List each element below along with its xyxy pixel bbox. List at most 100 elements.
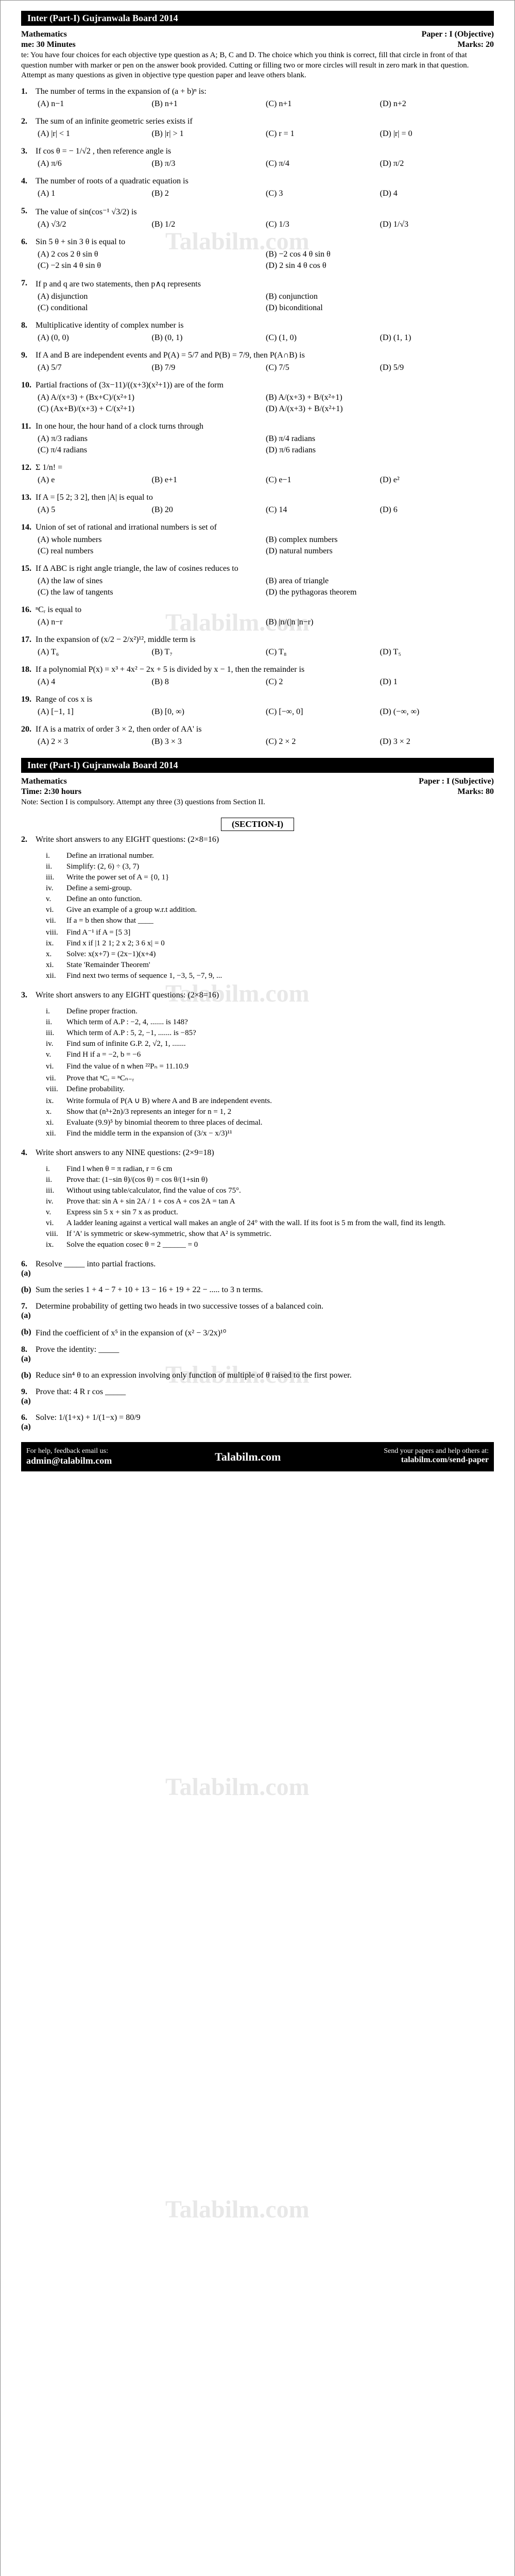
question-9: 9.If A and B are independent events and … <box>21 351 494 374</box>
question-7: 7.If p and q are two statements, then p∧… <box>21 279 494 314</box>
subq-text: Without using table/calculator, find the… <box>66 1187 241 1195</box>
opt-a: (A) whole numbers <box>38 534 266 546</box>
subq-text: Define an onto function. <box>66 895 142 903</box>
opt-d: (D) 3 × 2 <box>380 736 494 748</box>
question-17: 17.In the expansion of (x/2 − 2/x²)¹², m… <box>21 635 494 658</box>
opt-b: (B) e+1 <box>152 474 266 486</box>
opt-a: (A) 5 <box>38 504 152 516</box>
opt-a: (A) 2 × 3 <box>38 736 152 748</box>
q-text: Multiplicative identity of complex numbe… <box>36 321 492 330</box>
subq-4-iii: iii.Without using table/calculator, find… <box>46 1187 494 1195</box>
q-text: If Δ ABC is right angle triangle, the la… <box>36 564 492 573</box>
subq-3-iii: iii.Which term of A.P : 5, 2, −1, ......… <box>46 1029 494 1038</box>
question-11: 11.In one hour, the hour hand of a clock… <box>21 422 494 456</box>
subq-text: Evaluate (9.9)⁵ by binomial theorem to t… <box>66 1118 263 1127</box>
opt-b: (B) T₇ <box>152 647 266 658</box>
subq-text: Define a semi-group. <box>66 884 132 892</box>
q-text: In one hour, the hour hand of a clock tu… <box>36 422 492 431</box>
q-text: Resolve _____ into partial fractions. <box>36 1260 492 1269</box>
subjective-q4: 4.Write short answers to any NINE questi… <box>21 1148 494 1158</box>
q-text: The sum of an infinite geometric series … <box>36 117 492 126</box>
options: (A) e (B) e+1 (C) e−1 (D) e² <box>38 474 494 486</box>
opt-b: (B) 20 <box>152 504 266 516</box>
q-number: 1. <box>21 87 36 96</box>
q-number: (b) <box>21 1328 36 1337</box>
question-15: 15.If Δ ABC is right angle triangle, the… <box>21 564 494 598</box>
options: (A) A/(x+3) + (Bx+C)/(x²+1) (B) A/(x+3) … <box>38 392 494 415</box>
subq-4-i: i.Find l when θ = π radian, r = 6 cm <box>46 1165 494 1174</box>
q-number: 13. <box>21 493 36 502</box>
q-text: Union of set of rational and irrational … <box>36 523 492 532</box>
q-text: If A = [5 2; 3 2], then |A| is equal to <box>36 493 492 502</box>
subq-text: Write the power set of A = {0, 1} <box>66 873 169 882</box>
opt-b: (B) |r| > 1 <box>152 128 266 140</box>
options: (A) π/6 (B) π/3 (C) π/4 (D) π/2 <box>38 158 494 170</box>
opt-d: (D) natural numbers <box>266 546 494 557</box>
q-text: Solve: 1/(1+x) + 1/(1−x) = 80/9 <box>36 1413 492 1422</box>
subq-2-ii: ii.Simplify: (2, 6) ÷ (3, 7) <box>46 862 494 871</box>
subq-4-ii: ii.Prove that: (1−sin θ)/(cos θ) = cos θ… <box>46 1176 494 1184</box>
opt-d: (D) |r| = 0 <box>380 128 494 140</box>
time-row: me: 30 Minutes Marks: 20 <box>21 40 494 49</box>
subjective-header: Inter (Part-I) Gujranwala Board 2014 <box>21 758 494 773</box>
q-text: Reduce sin⁴ θ to an expression involving… <box>36 1371 492 1380</box>
options: (A) the law of sines (B) area of triangl… <box>38 575 494 598</box>
section-1-title: (SECTION-I) <box>221 818 294 831</box>
opt-d: (D) 5/9 <box>380 362 494 374</box>
subq-text: If a = b then show that ____ <box>66 917 153 925</box>
q-number: 15. <box>21 564 36 573</box>
q-number: 7. <box>21 279 36 288</box>
subq-text: Define an irrational number. <box>66 852 154 860</box>
opt-b: (B) conjunction <box>266 291 494 302</box>
q-number: 12. <box>21 463 36 472</box>
opt-c: (C) e−1 <box>266 474 380 486</box>
opt-d: (D) 2 sin 4 θ cos θ <box>266 260 494 272</box>
opt-a: (A) |r| < 1 <box>38 128 152 140</box>
subq-text: Prove that: (1−sin θ)/(cos θ) = cos θ/(1… <box>66 1176 208 1184</box>
subjective-q8a: 8.(a)Prove the identity: _____ <box>21 1345 494 1364</box>
time-row-2: Time: 2:30 hours Marks: 80 <box>21 787 494 796</box>
opt-c: (C) (1, 0) <box>266 332 380 344</box>
subq-text: Which term of A.P : −2, 4, ....... is 14… <box>66 1018 188 1026</box>
opt-b: (B) π/4 radians <box>266 433 494 445</box>
subq-2-v: v.Define an onto function. <box>46 895 494 904</box>
question-16: 16.ⁿCᵣ is equal to (A) n−r (B) |n/(|n |n… <box>21 605 494 628</box>
subq-4-iv: iv.Prove that: sin A + sin 2A / 1 + cos … <box>46 1197 494 1206</box>
q-text: Determine probability of getting two hea… <box>36 1302 492 1311</box>
q-text: If A and B are independent events and P(… <box>36 351 492 360</box>
objective-header: Inter (Part-I) Gujranwala Board 2014 <box>21 11 494 26</box>
opt-a: (A) π/3 radians <box>38 433 266 445</box>
q-number: 2. <box>21 835 36 844</box>
subq-4-ix: ix.Solve the equation cosec θ = 2 ______… <box>46 1241 494 1249</box>
opt-a: (A) 2 cos 2 θ sin θ <box>38 249 266 260</box>
subq-3-i: i.Define proper fraction. <box>46 1007 494 1016</box>
instructions-2: Note: Section I is compulsory. Attempt a… <box>21 798 494 808</box>
subq-text: Find l when θ = π radian, r = 6 cm <box>66 1165 172 1173</box>
subq-text: Prove that ⁿCᵣ = ⁿCₙ₋ᵣ <box>66 1074 134 1082</box>
q-number: 16. <box>21 605 36 615</box>
opt-c: (C) 1/3 <box>266 219 380 230</box>
question-1: 1.The number of terms in the expansion o… <box>21 87 494 110</box>
q-number: 3. <box>21 991 36 1000</box>
footer-send-label: Send your papers and help others at: <box>384 1447 489 1455</box>
opt-a: (A) [−1, 1] <box>38 706 152 718</box>
question-14: 14.Union of set of rational and irration… <box>21 523 494 557</box>
options: (A) |r| < 1 (B) |r| > 1 (C) r = 1 (D) |r… <box>38 128 494 140</box>
opt-c: (C) real numbers <box>38 546 266 557</box>
subject-row: Mathematics Paper : I (Objective) <box>21 30 494 39</box>
opt-a: (A) 1 <box>38 188 152 199</box>
subq-text: Show that (n³+2n)/3 represents an intege… <box>66 1108 231 1116</box>
subjective-q7a: 7.(a)Determine probability of getting tw… <box>21 1302 494 1320</box>
question-13: 13.If A = [5 2; 3 2], then |A| is equal … <box>21 493 494 516</box>
opt-c: (C) (Ax+B)/(x+3) + C/(x²+1) <box>38 403 266 415</box>
q-text: If p and q are two statements, then p∧q … <box>36 279 492 289</box>
question-5: 5.The value of sin(cos⁻¹ √3/2) is (A) √3… <box>21 207 494 230</box>
options: (A) √3/2 (B) 1/2 (C) 1/3 (D) 1/√3 <box>38 219 494 230</box>
q-text: Prove that: 4 R r cos _____ <box>36 1387 492 1397</box>
options: (A) (0, 0) (B) (0, 1) (C) (1, 0) (D) (1,… <box>38 332 494 344</box>
q-text: Range of cos x is <box>36 695 492 704</box>
subq-text: Find the value of n when ²²Pₙ = 11.10.9 <box>66 1062 188 1071</box>
subjective-q9a: 9.(a)Prove that: 4 R r cos _____ <box>21 1387 494 1406</box>
q-text: Sin 5 θ + sin 3 θ is equal to <box>36 238 492 247</box>
opt-b: (B) 3 × 3 <box>152 736 266 748</box>
